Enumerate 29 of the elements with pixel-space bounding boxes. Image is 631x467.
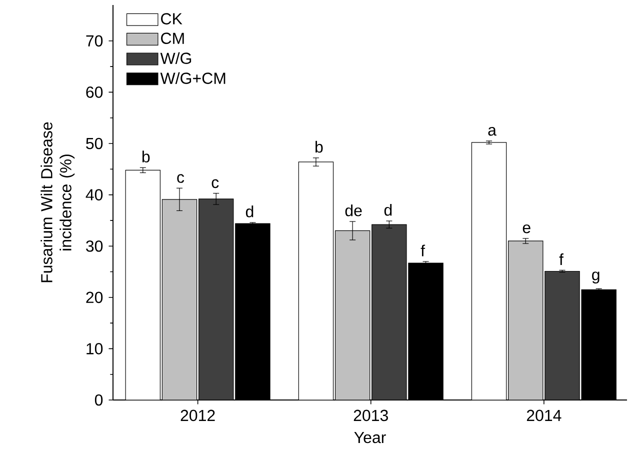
x-tick-label: 2014: [526, 410, 562, 422]
x-tick-label: 2013: [354, 410, 388, 422]
legend-label: W/G: [160, 52, 192, 64]
y-tick-label: 40: [86, 189, 103, 200]
y-tick-label: 30: [86, 240, 103, 252]
x-tick-label: 2012: [180, 410, 215, 422]
y-tick-label: 70: [86, 35, 103, 47]
y-tick-label: 50: [86, 138, 103, 150]
annotation: de: [345, 204, 362, 216]
annotation: d: [246, 206, 254, 218]
annotation: d: [384, 204, 392, 216]
y-tick-label: 10: [86, 343, 103, 354]
annotation: f: [559, 253, 564, 266]
annotation: b: [142, 150, 150, 162]
annotation: f: [420, 244, 426, 256]
x-axis-title: Year: [354, 432, 386, 444]
annotation: c: [212, 179, 219, 188]
annotation: a: [488, 126, 496, 136]
y-tick-label: 60: [86, 86, 103, 98]
annotation: g: [592, 272, 600, 284]
legend-label: CM: [161, 32, 184, 44]
y-axis-title: Fusarium Wilt Disease incidence (%): [40, 122, 75, 282]
legend-label: W/G+CM: [160, 72, 226, 84]
y-tick-label: 20: [86, 292, 103, 304]
annotation: b: [316, 140, 323, 153]
annotation: c: [177, 174, 184, 183]
annotation: e: [522, 224, 530, 234]
legend-label: CK: [161, 13, 182, 24]
y-tick-label: 0: [94, 394, 103, 406]
